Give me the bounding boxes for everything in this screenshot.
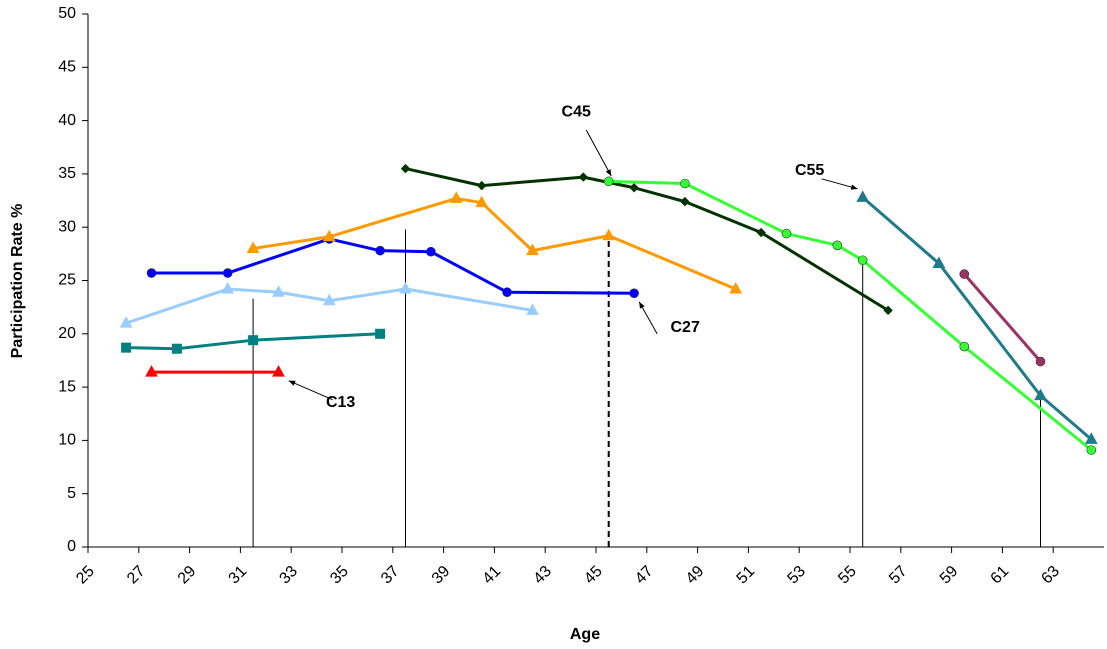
series-line xyxy=(861,196,1093,441)
x-axis-title: Age xyxy=(570,626,600,643)
series-line xyxy=(151,237,635,295)
y-tick-label: 10 xyxy=(58,432,76,449)
point xyxy=(578,172,589,182)
y-axis-title: Participation Rate % xyxy=(9,204,26,359)
x-tick-label: 31 xyxy=(226,563,251,588)
point xyxy=(145,365,158,377)
point xyxy=(856,190,870,202)
point xyxy=(526,303,539,315)
x-tick-label: 63 xyxy=(1038,563,1063,588)
point xyxy=(400,163,411,174)
point xyxy=(322,229,336,242)
series-line xyxy=(608,179,1093,452)
y-tick-label: 5 xyxy=(67,485,76,502)
y-tick-label: 0 xyxy=(67,538,76,555)
annotation-arrowhead xyxy=(288,380,296,386)
y-tick-label: 15 xyxy=(58,378,76,395)
x-tick-label: 27 xyxy=(124,563,149,588)
point xyxy=(1084,432,1098,444)
point xyxy=(322,293,336,306)
x-tick-label: 59 xyxy=(937,563,962,588)
x-tick-label: 61 xyxy=(988,563,1013,588)
annotation-label: C55 xyxy=(795,162,824,179)
annotation-arrow xyxy=(585,129,612,177)
y-tick-label: 20 xyxy=(58,325,76,342)
point xyxy=(680,196,690,207)
x-tick-label: 43 xyxy=(530,563,555,588)
y-tick-label: 30 xyxy=(58,218,76,235)
annotation-label: C45 xyxy=(562,103,591,120)
x-tick-label: 57 xyxy=(886,563,911,588)
point xyxy=(476,180,487,191)
x-tick-label: 53 xyxy=(784,563,809,588)
point xyxy=(832,240,843,251)
point xyxy=(399,281,412,294)
point xyxy=(146,268,157,278)
x-tick-label: 49 xyxy=(683,563,708,588)
y-tick-label: 50 xyxy=(58,5,76,22)
y-tick-label: 35 xyxy=(58,165,76,182)
annotation-arrowhead xyxy=(605,169,612,177)
annotation-arrowhead xyxy=(850,184,858,190)
point xyxy=(1035,356,1046,367)
point xyxy=(449,191,463,203)
series-line xyxy=(126,332,381,351)
x-tick-label: 39 xyxy=(429,563,454,588)
point xyxy=(475,195,489,208)
point xyxy=(375,245,385,256)
annotation-label: C27 xyxy=(671,319,700,336)
point xyxy=(426,246,436,257)
point xyxy=(222,268,233,278)
point xyxy=(959,341,970,352)
point xyxy=(171,343,182,354)
point xyxy=(603,176,614,187)
point xyxy=(602,228,616,241)
y-tick-label: 45 xyxy=(58,59,76,76)
point xyxy=(1086,445,1097,455)
point xyxy=(680,178,690,189)
point xyxy=(932,256,946,268)
x-tick-label: 51 xyxy=(734,563,759,588)
point xyxy=(629,288,639,299)
point xyxy=(526,243,539,256)
point xyxy=(756,227,766,238)
x-tick-label: 47 xyxy=(632,563,657,588)
x-tick-label: 45 xyxy=(581,563,606,588)
point xyxy=(883,305,893,316)
point xyxy=(629,183,639,193)
x-tick-label: 55 xyxy=(835,563,860,588)
y-tick-label: 25 xyxy=(58,272,76,289)
series-line xyxy=(963,273,1042,363)
point xyxy=(246,241,260,254)
annotation-arrowhead xyxy=(639,301,645,309)
series-line xyxy=(252,196,737,291)
y-tick-label: 40 xyxy=(58,112,76,129)
point xyxy=(272,365,285,377)
annotation-arrow xyxy=(288,380,333,401)
x-tick-label: 35 xyxy=(327,563,352,588)
annotation-label: C13 xyxy=(326,394,355,411)
point xyxy=(121,342,132,353)
point xyxy=(248,335,259,346)
x-tick-label: 33 xyxy=(276,563,301,588)
point xyxy=(272,285,285,297)
x-tick-label: 29 xyxy=(175,563,200,588)
series-line xyxy=(125,287,533,325)
point xyxy=(119,316,133,328)
point xyxy=(959,269,970,279)
point xyxy=(221,281,235,294)
x-tick-label: 41 xyxy=(480,563,505,588)
x-tick-label: 37 xyxy=(378,563,403,588)
point xyxy=(375,328,386,339)
point xyxy=(729,281,743,294)
point xyxy=(781,228,792,239)
point xyxy=(1034,388,1047,401)
x-tick-label: 25 xyxy=(73,563,98,588)
point xyxy=(857,255,868,266)
point xyxy=(502,287,512,298)
